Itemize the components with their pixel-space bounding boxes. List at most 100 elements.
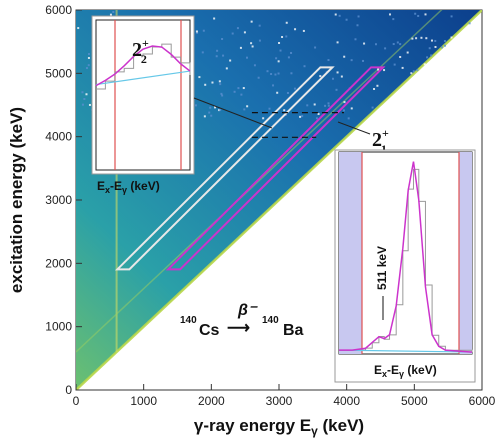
inset1-state-label: 2+ 2	[132, 36, 149, 66]
heatmap-speckle	[221, 37, 224, 40]
heatmap-speckle	[237, 87, 240, 90]
heatmap-speckle	[306, 104, 309, 107]
heatmap-speckle	[338, 14, 341, 17]
y-tick-label: 5000	[45, 66, 72, 80]
heatmap-speckle	[81, 91, 84, 94]
heatmap-speckle	[233, 90, 236, 93]
heatmap-speckle	[209, 106, 212, 109]
peak-label-511: 511 keV	[375, 246, 389, 290]
y-tick-label: 1000	[45, 320, 72, 334]
heatmap-speckle	[384, 47, 387, 50]
heatmap-speckle	[87, 53, 90, 56]
heatmap-speckle	[87, 56, 90, 59]
heatmap-speckle	[85, 67, 88, 70]
heatmap-speckle	[373, 88, 376, 91]
heatmap-speckle	[347, 117, 350, 120]
heatmap-speckle	[262, 117, 265, 120]
y-axis-label: excitation energy (keV)	[7, 107, 26, 293]
heatmap-speckle	[294, 28, 297, 31]
heatmap-speckle	[362, 59, 365, 62]
inset-2-plus-1: 511 keV Ex-Eγ (keV)	[334, 149, 476, 383]
heatmap-speckle	[218, 109, 221, 112]
heatmap-speckle	[450, 15, 453, 18]
heatmap-speckle	[350, 59, 353, 62]
heatmap-speckle	[331, 77, 334, 80]
heatmap-speckle	[250, 42, 253, 45]
connector-line-inset2	[337, 121, 371, 135]
heatmap-speckle	[327, 102, 330, 105]
heatmap-speckle	[219, 108, 222, 111]
reaction-annotation: 140 Cs β⁻ ⟶ 140 Ba	[180, 302, 304, 339]
heatmap-speckle	[350, 107, 353, 110]
heatmap-speckle	[198, 76, 201, 79]
heatmap-speckle	[239, 46, 242, 49]
heatmap-speckle	[236, 27, 239, 30]
heatmap-speckle	[336, 71, 339, 74]
y-tick-label: 0	[65, 383, 72, 397]
heatmap-speckle	[354, 38, 357, 41]
heatmap-speckle	[287, 56, 290, 59]
heatmap-speckle	[371, 106, 374, 109]
heatmap-speckle	[270, 73, 273, 76]
x-axis-label: γ-ray energy Eγ (keV)	[194, 416, 364, 438]
heatmap-speckle	[440, 46, 443, 49]
inset-fit-curve	[339, 161, 473, 353]
heatmap-speckle	[215, 55, 218, 58]
inset-background	[95, 70, 191, 86]
heatmap-speckle	[293, 87, 296, 90]
white-gate	[114, 66, 335, 271]
heatmap-speckle	[317, 113, 320, 116]
heatmap-speckle	[216, 49, 219, 52]
heatmap-speckle	[336, 41, 339, 44]
heatmap-speckle	[392, 43, 395, 46]
inset-background	[338, 349, 473, 353]
heatmap-speckle	[208, 111, 211, 114]
heatmap-speckle	[109, 13, 112, 16]
heatmap-speckle	[415, 37, 418, 40]
x-tick-label: 4000	[333, 394, 360, 408]
heatmap-speckle	[250, 20, 253, 23]
heatmap-speckle	[389, 13, 392, 16]
heatmap-speckle	[343, 101, 346, 104]
heatmap-speckle	[242, 87, 245, 90]
heatmap-speckle	[345, 18, 348, 21]
y-tick-label: 4000	[45, 130, 72, 144]
heatmap-speckle	[377, 68, 380, 71]
heatmap-speckle	[246, 105, 249, 108]
heatmap-speckle	[357, 15, 360, 18]
heatmap-speckle	[399, 55, 402, 58]
heatmap-speckle	[240, 93, 243, 96]
heatmap-speckle	[290, 51, 293, 54]
inset-fit-curve	[95, 45, 191, 87]
heatmap-speckle	[374, 43, 377, 46]
heatmap-speckle	[218, 80, 221, 83]
diagonal-band	[76, 10, 482, 390]
heatmap-speckle	[279, 49, 282, 52]
heatmap-speckle	[286, 91, 289, 94]
y-tick-label: 2000	[45, 256, 72, 270]
heatmap-speckle	[340, 75, 343, 78]
heatmap-speckle	[202, 29, 205, 32]
heatmap-speckle	[401, 66, 404, 69]
svg-text:140: 140	[180, 315, 197, 326]
heatmap-speckle	[211, 81, 214, 84]
svg-text:Ba: Ba	[283, 322, 304, 339]
svg-text:⟶: ⟶	[227, 320, 250, 337]
heatmap-speckle	[430, 39, 433, 42]
heatmap-speckle	[268, 107, 271, 110]
heatmap-speckle	[243, 108, 246, 111]
heatmap-speckle	[335, 88, 338, 91]
heatmap-speckle	[196, 31, 199, 34]
heatmap-speckle	[112, 11, 115, 14]
heatmap-speckle	[319, 75, 322, 78]
heatmap-speckle	[278, 42, 281, 45]
inset1-x-label: Ex-Eγ (keV)	[97, 179, 160, 195]
heatmap-speckle	[229, 59, 232, 62]
heatmap-speckle	[277, 72, 280, 75]
heatmap-speckle	[430, 54, 433, 57]
x-tick-label: 2000	[198, 394, 225, 408]
heatmap-speckle	[356, 24, 359, 27]
heatmap-speckle	[302, 29, 305, 32]
heatmap-speckle	[324, 104, 327, 107]
inset-2-plus-2: 2+ 2 Ex-Eγ (keV)	[91, 15, 195, 195]
